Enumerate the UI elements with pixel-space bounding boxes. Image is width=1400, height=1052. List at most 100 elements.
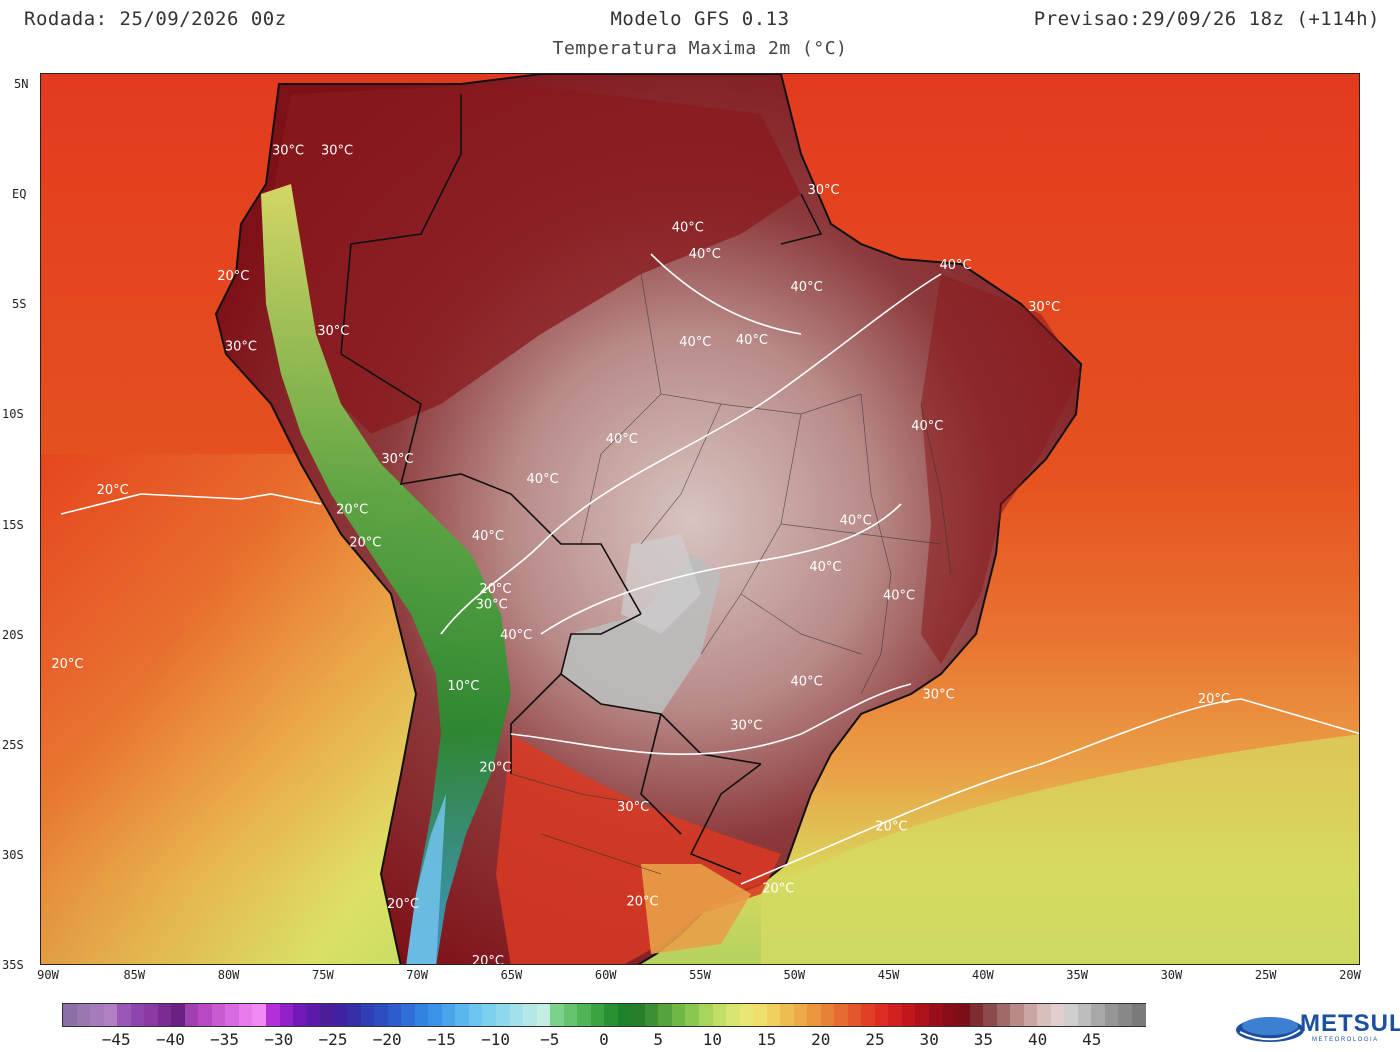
colorbar-swatch: [387, 1004, 402, 1026]
isotherm-label: 30°C: [381, 452, 413, 467]
colorbar-swatch: [766, 1004, 781, 1026]
colorbar-swatch: [293, 1004, 307, 1026]
colorbar-swatch: [956, 1004, 970, 1026]
longitude-tick-label: 30W: [1160, 968, 1183, 982]
colorbar-swatch: [509, 1004, 524, 1026]
isotherm-label: 40°C: [911, 419, 943, 434]
colorbar-swatch: [915, 1004, 929, 1026]
colorbar-swatch: [644, 1004, 659, 1026]
latitude-tick-label: 25S: [2, 737, 24, 752]
colorbar-swatch: [184, 1004, 199, 1026]
colorbar-swatch: [1010, 1004, 1024, 1026]
longitude-tick-label: 35W: [1066, 968, 1088, 982]
colorbar-swatch: [712, 1004, 727, 1026]
colorbar-swatch: [1050, 1004, 1065, 1026]
isotherm-label: 20°C: [349, 536, 381, 551]
colorbar-swatch: [901, 1004, 916, 1026]
colorbar-swatch: [983, 1004, 997, 1026]
isotherm-label: 30°C: [272, 144, 304, 159]
colorbar-tick-label: 35: [973, 1030, 994, 1049]
isotherm-label: 20°C: [1198, 692, 1230, 707]
isotherm-lines: [60, 253, 1359, 885]
colorbar-swatch: [144, 1004, 158, 1026]
isotherm-label: 30°C: [317, 324, 349, 339]
colorbar-swatch: [157, 1004, 172, 1026]
colorbar-swatch: [590, 1004, 605, 1026]
colorbar-swatch: [577, 1004, 591, 1026]
longitude-tick-label: 50W: [783, 968, 806, 982]
latitude-tick-label: 5N: [14, 77, 29, 91]
colorbar-swatch: [753, 1004, 767, 1026]
colorbar-swatch: [1131, 1004, 1146, 1026]
colorbar-tick-label: −45: [101, 1030, 131, 1049]
logo-text: METSUL: [1300, 1010, 1400, 1037]
colorbar-tick-label: −40: [155, 1030, 185, 1049]
longitude-tick-label: 60W: [594, 968, 617, 982]
colorbar-swatch: [360, 1004, 375, 1026]
colorbar-swatch: [698, 1004, 713, 1026]
map-canvas: 30°C 30°C 30°C 40°C 40°C 40°C 40°C 30°C 20°C 30°C…: [41, 74, 1359, 964]
isotherm-label: 30°C: [617, 800, 649, 815]
colorbar-swatch: [211, 1004, 226, 1026]
model-title: Modelo GFS 0.13: [610, 8, 790, 30]
colorbar-swatch: [1064, 1004, 1078, 1026]
isotherm-label: 20°C: [387, 897, 419, 912]
colorbar-swatch: [550, 1004, 564, 1026]
colorbar-swatch: [496, 1004, 510, 1026]
colorbar-tick-label: 30: [919, 1030, 939, 1049]
longitude-tick-label: 70W: [406, 968, 428, 982]
colorbar-tick-label: 10: [702, 1030, 723, 1049]
longitude-tick-label: 20W: [1339, 968, 1361, 982]
colorbar-swatch: [238, 1004, 253, 1026]
temperature-map[interactable]: 30°C 30°C 30°C 40°C 40°C 40°C 40°C 30°C 20°C 30°C…: [40, 73, 1360, 965]
latitude-tick-label: 35S: [2, 958, 24, 972]
isotherm-label: 40°C: [679, 335, 711, 350]
metsul-logo-icon: [1236, 1017, 1304, 1042]
colorbar-tick-label: −10: [481, 1030, 511, 1049]
colorbar-swatch: [1104, 1004, 1119, 1026]
isotherm-label-group: 30°C 30°C 30°C 40°C 40°C 40°C 40°C 30°C 20°C 30°C…: [51, 144, 1230, 964]
temperature-colorbar: [62, 1003, 1146, 1027]
latitude-tick-label: 15S: [2, 517, 24, 532]
colorbar-swatch: [401, 1004, 415, 1026]
colorbar-tick-label: 15: [756, 1030, 777, 1049]
south-atlantic-cool: [761, 734, 1359, 964]
colorbar-swatch: [631, 1004, 645, 1026]
isotherm-label: 20°C: [336, 503, 368, 518]
colorbar-swatch: [874, 1004, 889, 1026]
latitude-tick-label: 20S: [2, 627, 24, 642]
map-subtitle: Temperatura Maxima 2m (°C): [552, 38, 848, 59]
colorbar-swatch: [252, 1004, 266, 1026]
isotherm-label: 20°C: [51, 657, 83, 672]
colorbar-swatch: [428, 1004, 442, 1026]
isotherm-label: 20°C: [875, 820, 907, 835]
isotherm-label: 40°C: [940, 258, 972, 273]
central-extreme-region: [621, 534, 701, 634]
isotherm-label: 20°C: [762, 881, 794, 896]
longitude-tick-label: 75W: [312, 968, 334, 982]
isotherm-label: 20°C: [626, 895, 658, 910]
isotherm-label: 30°C: [321, 144, 353, 159]
colorbar-swatch: [671, 1004, 686, 1026]
colorbar-tick-label: −25: [318, 1030, 348, 1049]
uruguay-mild: [641, 864, 751, 954]
isotherm-label: 40°C: [791, 674, 823, 689]
colorbar-tick-label: −20: [372, 1030, 402, 1049]
colorbar-swatch: [536, 1004, 551, 1026]
country-borders: [340, 94, 823, 875]
colorbar-swatch: [225, 1004, 239, 1026]
latitude-tick-label: EQ: [12, 187, 27, 202]
colorbar-swatch: [130, 1004, 145, 1026]
colorbar-swatch: [279, 1004, 294, 1026]
longitude-tick-label: 25W: [1254, 968, 1277, 982]
colorbar-swatch: [807, 1004, 821, 1026]
isotherm-label: 40°C: [840, 514, 872, 529]
colorbar-swatch: [117, 1004, 131, 1026]
colorbar-tick-label: −15: [426, 1030, 456, 1049]
isotherm-label: 40°C: [689, 247, 721, 262]
isotherm-label: 30°C: [225, 340, 257, 355]
latitude-tick-label: 5S: [12, 297, 27, 312]
colorbar-tick-label: −30: [264, 1030, 294, 1049]
colorbar-swatch: [265, 1004, 280, 1026]
isotherm-label: 40°C: [672, 221, 704, 236]
